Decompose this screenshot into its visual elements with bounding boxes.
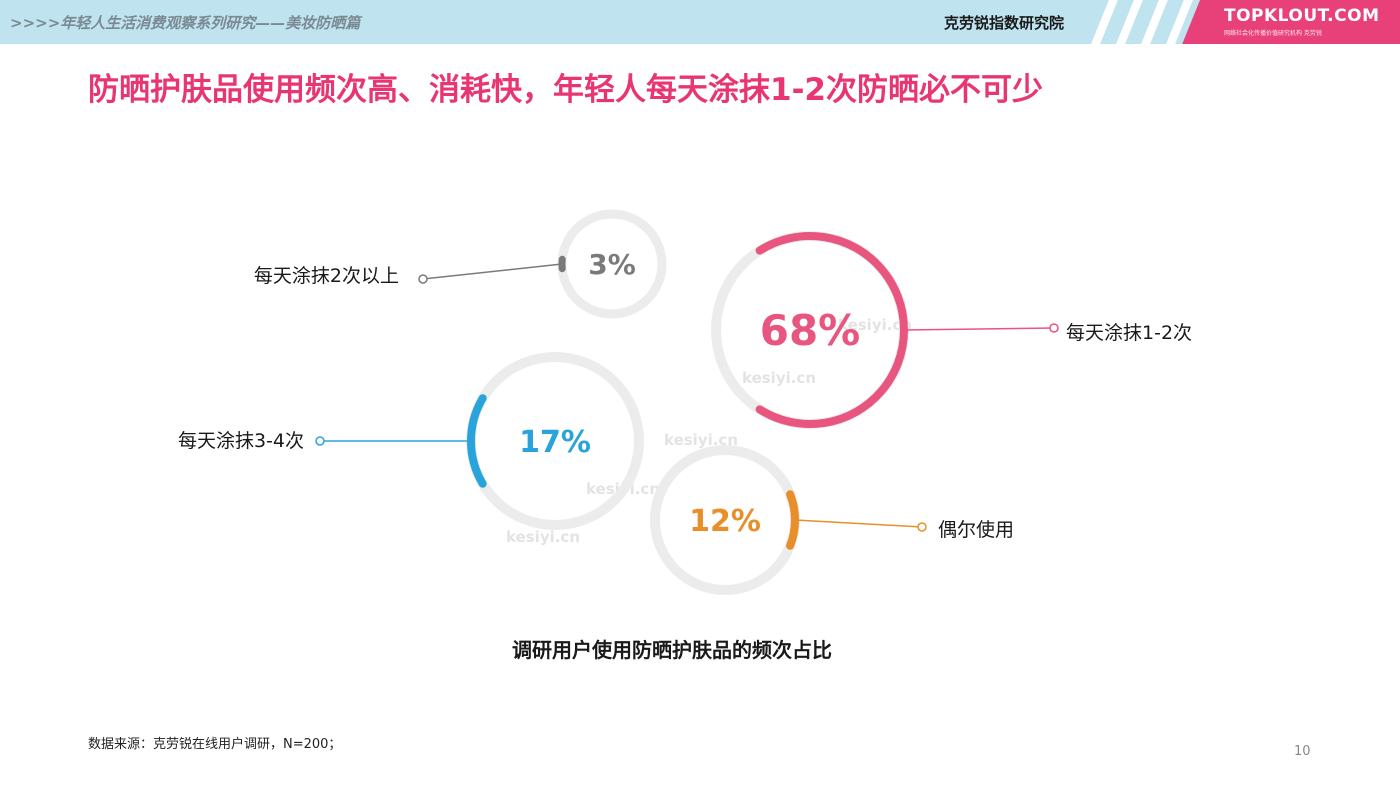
data-source: 数据来源：克劳锐在线用户调研，N=200； — [88, 737, 342, 752]
watermark-text: kesiyi.cn — [742, 369, 816, 387]
slice-arc — [755, 232, 908, 428]
series-title: >>>>年轻人生活消费观察系列研究——美妆防晒篇 — [10, 14, 361, 32]
leader-line — [422, 263, 563, 280]
watermark-text: kesiyi.cn — [664, 431, 738, 449]
leader-dot — [1049, 323, 1059, 333]
institute-name: 克劳锐指数研究院 — [944, 14, 1065, 32]
page-number: 10 — [1294, 744, 1311, 759]
slice-value-label: 17% — [519, 425, 591, 460]
slice-category-label: 偶尔使用 — [938, 519, 1014, 541]
slice-value-label: 68% — [760, 306, 861, 355]
page-title: 防晒护肤品使用频次高、消耗快，年轻人每天涂抹1-2次防晒必不可少 — [88, 72, 1044, 108]
leader-line — [903, 327, 1055, 331]
slice-category-label: 每天涂抹2次以上 — [254, 265, 399, 287]
leader-dot — [917, 522, 927, 532]
slice-value-label: 12% — [689, 504, 761, 539]
slice-value-label: 3% — [588, 248, 636, 281]
slice-arc — [467, 394, 487, 488]
header-bar — [0, 0, 1400, 44]
brand-logo: TOPKLOUT.COM — [1224, 6, 1380, 26]
watermark-text: kesiyi.cn — [506, 528, 580, 546]
leader-dot — [418, 274, 428, 284]
slice-arc — [786, 490, 799, 550]
slice-category-label: 每天涂抹3-4次 — [178, 430, 304, 452]
slice-category-label: 每天涂抹1-2次 — [1066, 322, 1192, 344]
watermark-text: kesiyi.cn — [838, 316, 912, 334]
brand-tagline: 网络社会化传播价值研究机构 克劳锐 — [1224, 30, 1322, 37]
leader-line — [794, 519, 923, 528]
chart-title: 调研用户使用防晒护肤品的频次占比 — [512, 638, 832, 662]
leader-dot — [315, 436, 325, 446]
